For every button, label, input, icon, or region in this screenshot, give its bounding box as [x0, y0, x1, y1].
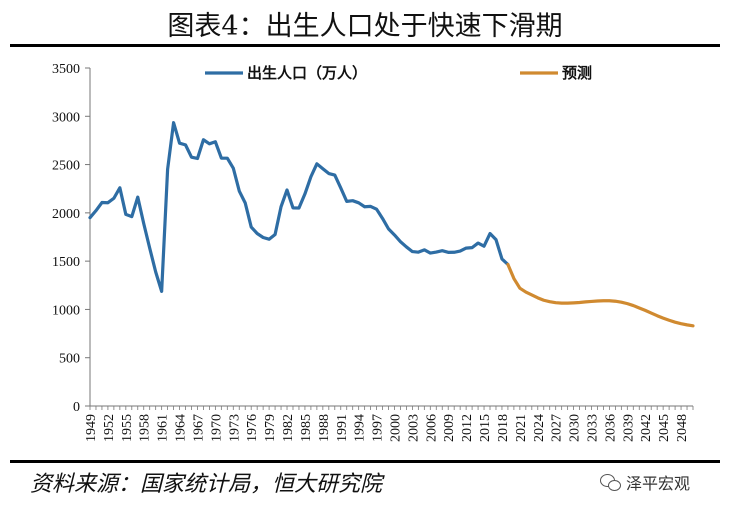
x-tick-label: 2000 [388, 414, 403, 442]
chart-axes [89, 68, 693, 407]
x-tick-label: 1967 [191, 414, 206, 442]
y-tick-label: 3500 [52, 62, 80, 77]
source-note: 资料来源：国家统计局，恒大研究院 [30, 472, 383, 497]
x-tick-label: 1991 [335, 414, 350, 442]
series-lines [88, 121, 695, 328]
y-tick-label: 2000 [52, 207, 80, 222]
page-title: 图表4：出生人口处于快速下滑期 [167, 11, 563, 42]
x-tick-label: 2012 [460, 414, 475, 442]
x-tick-label: 1976 [245, 414, 260, 442]
chart-legend: 出生人口（万人） 预测 [205, 64, 592, 82]
x-tick-label: 1949 [84, 414, 99, 442]
x-tick-label: 1952 [102, 414, 117, 442]
x-tick-label: 1979 [263, 414, 278, 442]
x-tick-label: 2027 [550, 414, 565, 442]
top-divider [10, 44, 720, 47]
series-line-birth-population [88, 121, 510, 293]
y-tick-label: 3000 [52, 110, 80, 125]
x-tick-label: 1961 [156, 414, 171, 442]
bottom-divider [10, 460, 720, 463]
x-tick-label: 1964 [174, 414, 189, 442]
x-axis-ticks: 1949 1952 1955 1958 1961 1964 1967 1970 1973 1976… [84, 406, 694, 442]
x-tick-label: 1958 [138, 414, 153, 442]
wechat-icon [600, 473, 622, 491]
y-tick-label: 1500 [52, 255, 80, 270]
series-line-forecast [506, 262, 695, 328]
x-tick-label: 2024 [532, 414, 547, 442]
legend-label: 预测 [562, 64, 592, 82]
x-tick-label: 2009 [442, 414, 457, 442]
x-tick-label: 1985 [299, 414, 314, 442]
y-tick-label: 500 [59, 352, 80, 367]
x-tick-label: 2021 [514, 414, 529, 442]
watermark: 泽平宏观 [600, 470, 690, 494]
x-tick-label: 1973 [227, 414, 242, 442]
x-tick-label: 2006 [424, 414, 439, 442]
x-tick-label: 1988 [317, 414, 332, 442]
x-tick-label: 2015 [478, 414, 493, 442]
x-tick-label: 2039 [621, 414, 636, 442]
watermark-text: 泽平宏观 [626, 474, 691, 493]
x-tick-label: 1955 [120, 414, 135, 442]
x-tick-label: 2048 [675, 414, 690, 442]
x-tick-label: 2003 [406, 414, 421, 442]
y-tick-label: 1000 [52, 303, 80, 318]
y-tick-label: 2500 [52, 159, 80, 174]
x-tick-label: 1982 [281, 414, 296, 442]
x-tick-label: 2045 [657, 414, 672, 442]
y-tick-label: 0 [73, 400, 80, 415]
x-tick-label: 1970 [209, 414, 224, 442]
x-tick-label: 2030 [568, 414, 583, 442]
x-tick-label: 2018 [496, 414, 511, 442]
x-tick-label: 1994 [353, 414, 368, 442]
legend-label: 出生人口（万人） [247, 64, 367, 82]
x-tick-label: 2036 [603, 414, 618, 442]
y-axis-ticks: 0 500 1000 1500 2000 2500 3000 3500 [52, 62, 90, 415]
x-tick-label: 2033 [586, 414, 601, 442]
x-tick-label: 1997 [371, 414, 386, 442]
x-tick-label: 2042 [639, 414, 654, 442]
